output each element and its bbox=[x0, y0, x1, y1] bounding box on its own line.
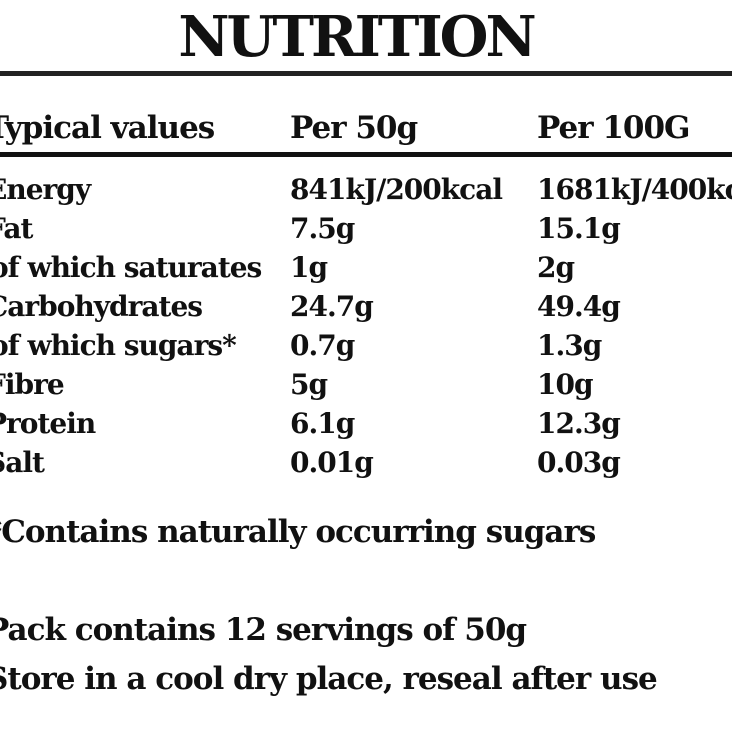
row-value-per-50g: 5g bbox=[290, 368, 328, 401]
title-divider bbox=[0, 71, 732, 76]
row-label: Carbohydrates bbox=[0, 290, 203, 323]
table-header: Typical values Per 50g Per 100G bbox=[0, 108, 732, 148]
row-label: Energy bbox=[0, 173, 91, 206]
row-value-per-100g: 1.3g bbox=[537, 329, 602, 362]
table-row: Fat 7.5g 15.1g bbox=[0, 209, 732, 248]
row-value-per-50g: 24.7g bbox=[290, 290, 374, 323]
header-per-100g: Per 100G bbox=[537, 110, 691, 146]
table-row: Protein 6.1g 12.3g bbox=[0, 404, 732, 443]
footnote-sugars: *Contains naturally occurring sugars bbox=[0, 514, 596, 550]
row-value-per-50g: 0.01g bbox=[290, 446, 374, 479]
row-value-per-50g: 1g bbox=[290, 251, 328, 284]
nutrition-table: Energy 841kJ/200kcal 1681kJ/400kcal Fat … bbox=[0, 170, 732, 480]
table-row: Energy 841kJ/200kcal 1681kJ/400kcal bbox=[0, 170, 732, 209]
row-value-per-100g: 15.1g bbox=[537, 212, 621, 245]
table-row: Fibre 5g 10g bbox=[0, 365, 732, 404]
row-label: of which sugars* bbox=[0, 329, 237, 362]
row-label: Fibre bbox=[0, 368, 65, 401]
row-value-per-100g: 1681kJ/400kcal bbox=[537, 173, 732, 206]
storage-note: Store in a cool dry place, reseal after … bbox=[0, 661, 658, 697]
table-row: of which sugars* 0.7g 1.3g bbox=[0, 326, 732, 365]
row-value-per-50g: 6.1g bbox=[290, 407, 355, 440]
table-row: Salt 0.01g 0.03g bbox=[0, 443, 732, 482]
row-label: Protein bbox=[0, 407, 96, 440]
row-value-per-100g: 0.03g bbox=[537, 446, 621, 479]
header-typical-values: Typical values bbox=[0, 110, 215, 146]
servings-note: Pack contains 12 servings of 50g bbox=[0, 612, 527, 648]
row-value-per-50g: 841kJ/200kcal bbox=[290, 173, 503, 206]
row-value-per-100g: 10g bbox=[537, 368, 594, 401]
row-label: Salt bbox=[0, 446, 45, 479]
header-divider bbox=[0, 152, 732, 157]
row-label: Fat bbox=[0, 212, 33, 245]
row-value-per-50g: 7.5g bbox=[290, 212, 355, 245]
row-value-per-100g: 12.3g bbox=[537, 407, 621, 440]
page-title: NUTRITION bbox=[178, 4, 536, 70]
row-value-per-100g: 49.4g bbox=[537, 290, 621, 323]
table-row: of which saturates 1g 2g bbox=[0, 248, 732, 287]
row-value-per-50g: 0.7g bbox=[290, 329, 355, 362]
table-row: Carbohydrates 24.7g 49.4g bbox=[0, 287, 732, 326]
row-value-per-100g: 2g bbox=[537, 251, 575, 284]
header-per-50g: Per 50g bbox=[290, 110, 418, 146]
row-label: of which saturates bbox=[0, 251, 262, 284]
